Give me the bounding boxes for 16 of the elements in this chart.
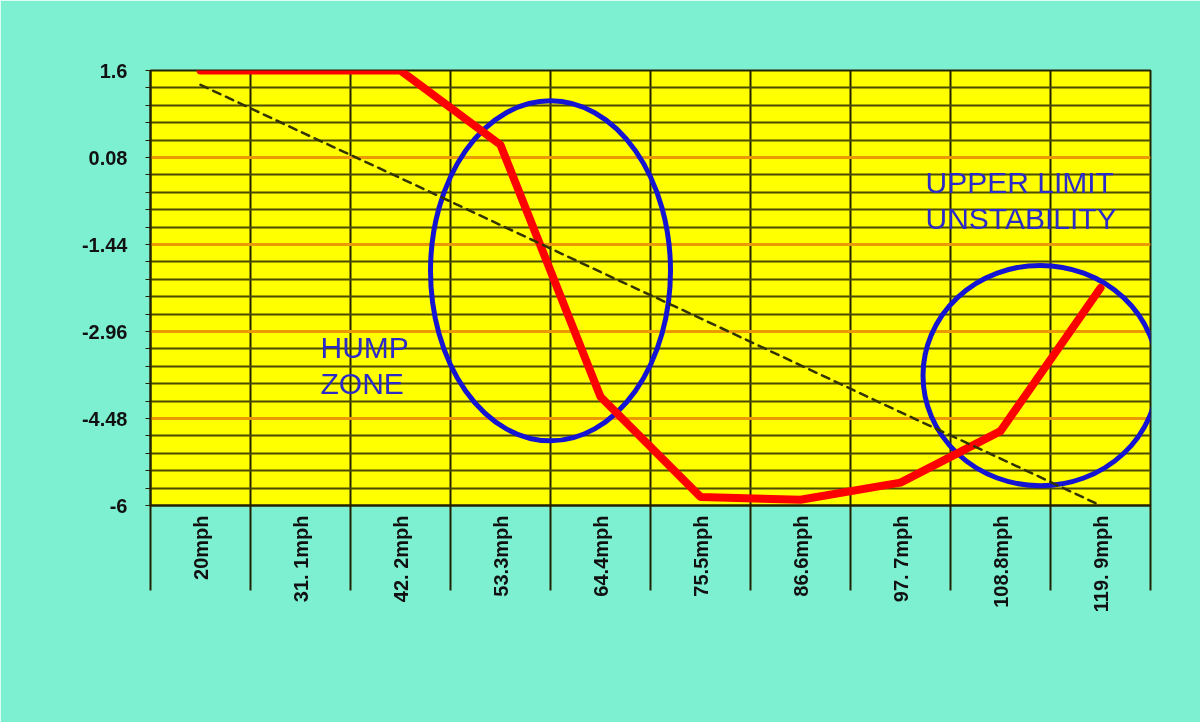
x-tick-label: 75.5mph xyxy=(689,515,712,597)
y-tick-label: -2.96 xyxy=(81,320,128,343)
x-tick-label: 64.4mph xyxy=(589,515,612,597)
x-tick-label: 86.6mph xyxy=(789,515,812,597)
x-tick-label: 42. 2mph xyxy=(389,515,412,603)
x-tick-label: 31. 1mph xyxy=(289,515,312,603)
y-tick-label: -6 xyxy=(109,494,128,517)
y-tick-label: 1.6 xyxy=(99,59,128,82)
x-tick-label: 119. 9mph xyxy=(1089,515,1112,613)
y-tick-label: -4.48 xyxy=(81,407,128,430)
y-tick-label: -1.44 xyxy=(81,233,129,256)
x-tick-label: 53.3mph xyxy=(489,515,512,597)
x-tick-label: 108.8mph xyxy=(989,515,1012,608)
x-tick-label: 97. 7mph xyxy=(889,515,912,603)
y-tick-label: 0.08 xyxy=(88,146,128,169)
x-tick-label: 20mph xyxy=(189,515,212,580)
